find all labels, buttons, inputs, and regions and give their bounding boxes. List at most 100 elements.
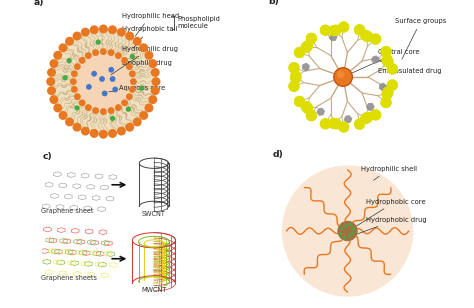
- Circle shape: [382, 56, 393, 67]
- Circle shape: [294, 96, 305, 107]
- Text: Hydrophobic drug: Hydrophobic drug: [356, 217, 426, 235]
- Circle shape: [49, 59, 58, 68]
- Circle shape: [338, 121, 349, 132]
- Circle shape: [47, 86, 56, 95]
- Text: Encapsulated drug: Encapsulated drug: [378, 60, 441, 74]
- Circle shape: [125, 31, 134, 40]
- Circle shape: [337, 71, 344, 78]
- Polygon shape: [329, 33, 337, 41]
- Polygon shape: [343, 236, 347, 239]
- Text: Phospholipid
molecule: Phospholipid molecule: [177, 16, 220, 29]
- Text: Hydrophobic core: Hydrophobic core: [355, 199, 425, 227]
- Circle shape: [63, 75, 68, 80]
- Circle shape: [288, 81, 300, 92]
- Circle shape: [85, 52, 92, 59]
- Circle shape: [382, 54, 393, 65]
- Circle shape: [53, 103, 62, 112]
- Circle shape: [360, 30, 372, 41]
- Circle shape: [354, 119, 365, 130]
- Circle shape: [294, 47, 305, 58]
- Circle shape: [129, 71, 136, 77]
- Circle shape: [301, 42, 312, 53]
- Circle shape: [121, 57, 128, 64]
- Circle shape: [108, 25, 117, 34]
- Circle shape: [79, 99, 86, 106]
- Circle shape: [387, 63, 398, 75]
- Circle shape: [290, 72, 301, 84]
- Circle shape: [109, 76, 116, 82]
- Text: Hydrophilic head: Hydrophilic head: [122, 13, 179, 36]
- Circle shape: [85, 104, 92, 111]
- Circle shape: [288, 81, 300, 92]
- Circle shape: [306, 110, 317, 121]
- Circle shape: [139, 111, 148, 120]
- Circle shape: [302, 103, 313, 114]
- Text: a): a): [34, 0, 44, 7]
- Circle shape: [381, 97, 392, 108]
- Circle shape: [362, 112, 373, 123]
- Circle shape: [133, 117, 142, 126]
- Circle shape: [90, 129, 99, 138]
- Circle shape: [130, 78, 137, 85]
- Circle shape: [46, 77, 55, 86]
- Circle shape: [320, 118, 331, 129]
- Circle shape: [302, 40, 313, 51]
- Circle shape: [71, 71, 78, 77]
- Circle shape: [301, 101, 312, 112]
- Circle shape: [65, 37, 74, 46]
- Circle shape: [59, 111, 67, 120]
- Polygon shape: [350, 230, 355, 234]
- Circle shape: [152, 77, 161, 86]
- Circle shape: [108, 129, 117, 138]
- Circle shape: [370, 34, 381, 45]
- Circle shape: [387, 63, 398, 75]
- Circle shape: [145, 51, 154, 60]
- Circle shape: [53, 51, 62, 60]
- Circle shape: [282, 165, 413, 297]
- Circle shape: [362, 31, 373, 42]
- Polygon shape: [366, 103, 375, 111]
- Circle shape: [148, 59, 157, 68]
- Circle shape: [117, 28, 126, 37]
- Circle shape: [320, 118, 331, 129]
- Circle shape: [328, 25, 339, 36]
- Circle shape: [71, 86, 78, 93]
- Circle shape: [145, 103, 154, 112]
- Circle shape: [301, 101, 312, 112]
- Text: SWCNT: SWCNT: [142, 211, 166, 217]
- Circle shape: [360, 30, 372, 41]
- Circle shape: [382, 87, 393, 98]
- Circle shape: [81, 127, 90, 136]
- Circle shape: [330, 25, 341, 36]
- Polygon shape: [348, 222, 352, 226]
- Circle shape: [126, 107, 131, 112]
- Circle shape: [294, 96, 305, 107]
- Circle shape: [90, 25, 99, 34]
- Circle shape: [338, 22, 349, 33]
- Circle shape: [81, 28, 90, 37]
- Circle shape: [387, 79, 398, 91]
- Circle shape: [102, 91, 108, 96]
- Circle shape: [337, 221, 358, 241]
- Text: Hydrophilic drug: Hydrophilic drug: [111, 46, 178, 75]
- Circle shape: [370, 109, 381, 120]
- Text: MWCNT: MWCNT: [141, 287, 166, 293]
- Circle shape: [109, 67, 114, 73]
- Circle shape: [92, 107, 99, 114]
- Text: b): b): [269, 0, 279, 6]
- Circle shape: [320, 25, 331, 36]
- Circle shape: [370, 34, 381, 45]
- Circle shape: [73, 123, 82, 132]
- Circle shape: [125, 123, 134, 132]
- Circle shape: [290, 70, 301, 82]
- Circle shape: [294, 47, 305, 58]
- Circle shape: [381, 46, 392, 57]
- Circle shape: [382, 54, 393, 65]
- Circle shape: [95, 39, 101, 45]
- Circle shape: [151, 68, 160, 77]
- Circle shape: [306, 110, 317, 121]
- Circle shape: [74, 53, 132, 111]
- Circle shape: [334, 68, 352, 86]
- Polygon shape: [379, 83, 387, 91]
- Circle shape: [290, 72, 301, 84]
